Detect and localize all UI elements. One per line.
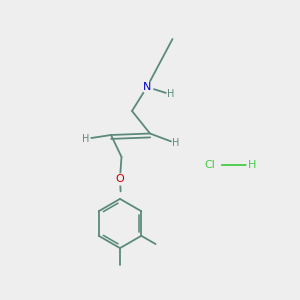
Text: H: H: [248, 160, 256, 170]
Text: Cl: Cl: [205, 160, 215, 170]
Text: H: H: [172, 138, 179, 148]
Text: N: N: [143, 82, 151, 92]
Text: H: H: [167, 89, 175, 100]
Text: O: O: [116, 173, 124, 184]
Text: H: H: [82, 134, 89, 144]
